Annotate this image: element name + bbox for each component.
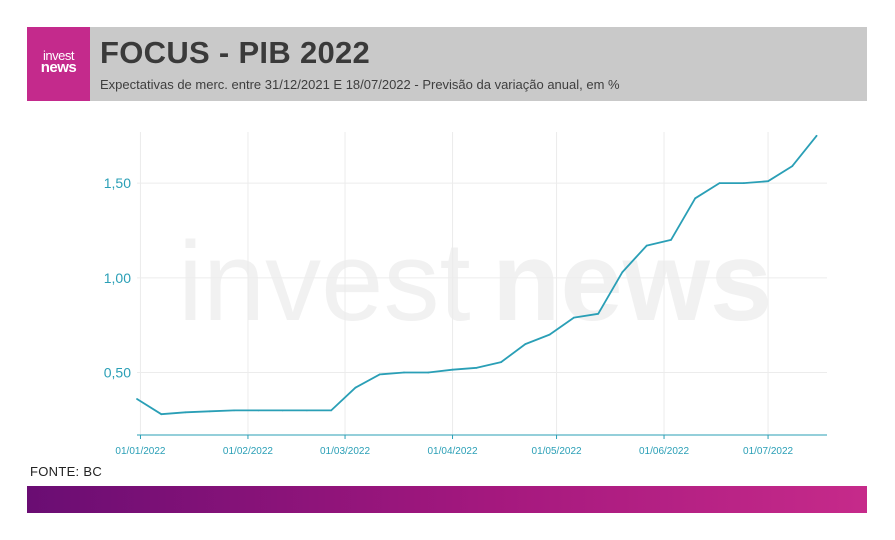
logo-line-1: invest (43, 48, 74, 63)
data-point (645, 244, 648, 247)
x-tick-label: 01/07/2022 (743, 446, 793, 457)
data-point (136, 398, 138, 400)
data-point (500, 361, 502, 363)
chart-subtitle: Expectativas de merc. entre 31/12/2021 E… (100, 77, 620, 92)
data-point (403, 371, 405, 374)
data-point (233, 409, 236, 412)
data-point (742, 182, 745, 185)
data-point (718, 182, 721, 185)
data-point (548, 333, 551, 336)
x-tick-label: 01/02/2022 (223, 446, 273, 457)
x-tick-label: 01/05/2022 (532, 446, 582, 457)
footer-gradient-bar (27, 486, 867, 513)
data-point (597, 312, 600, 315)
watermark-part2: news (492, 219, 772, 344)
data-point (694, 197, 697, 200)
y-tick-label: 0,50 (104, 365, 131, 381)
y-tick-label: 1,00 (104, 270, 131, 286)
x-tick-label: 01/04/2022 (427, 446, 477, 457)
watermark: invest news (178, 219, 772, 344)
data-point (621, 271, 624, 273)
data-point (524, 343, 527, 345)
data-point (815, 134, 818, 137)
data-point (670, 239, 672, 241)
data-point (208, 410, 211, 413)
data-point (184, 411, 187, 414)
source-note: FONTE: BC (30, 464, 103, 479)
data-point (281, 409, 284, 412)
data-point (354, 386, 357, 389)
data-point (573, 316, 575, 319)
data-point (475, 366, 478, 369)
grid (137, 132, 827, 435)
data-point (330, 409, 333, 412)
x-axis: 01/01/2022 01/02/2022 01/03/2022 01/04/2022… (115, 434, 827, 457)
data-point (257, 409, 260, 412)
y-tick-label: 1,50 (104, 175, 131, 191)
data-point (451, 368, 454, 371)
data-point (378, 373, 381, 376)
y-axis: 0,50 1,00 1,50 (104, 175, 131, 380)
chart-title: FOCUS - PIB 2022 (100, 35, 371, 70)
chart-header: invest news FOCUS - PIB 2022 Expectativa… (27, 27, 867, 101)
series-layer (136, 134, 818, 416)
data-point (427, 371, 430, 374)
x-tick-label: 01/06/2022 (639, 446, 689, 457)
data-point (767, 180, 769, 183)
investnews-logo: invest news (27, 27, 90, 101)
logo-line-2: news (40, 59, 77, 76)
data-point (306, 409, 308, 412)
x-tick-label: 01/01/2022 (115, 446, 165, 457)
data-point (160, 413, 163, 416)
watermark-part1: invest (178, 219, 471, 344)
x-tick-label: 01/03/2022 (320, 446, 370, 457)
data-point (791, 165, 794, 168)
